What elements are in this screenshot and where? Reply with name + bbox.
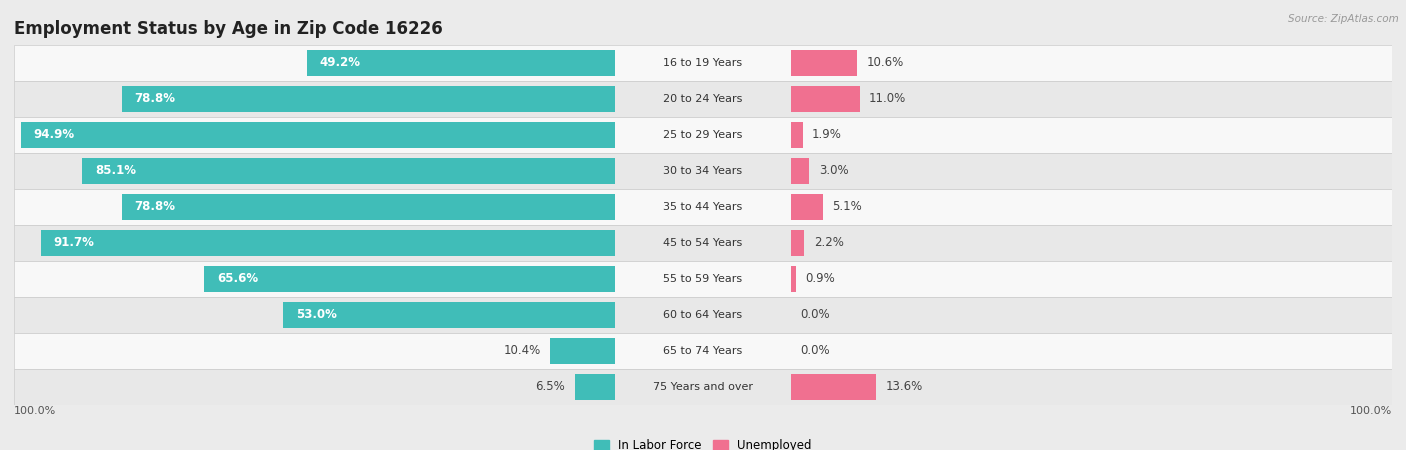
Legend: In Labor Force, Unemployed: In Labor Force, Unemployed: [589, 434, 817, 450]
Bar: [14, 117, 1392, 153]
Text: 85.1%: 85.1%: [94, 165, 136, 177]
Bar: [790, 266, 796, 292]
Bar: [122, 194, 616, 220]
Text: 16 to 19 Years: 16 to 19 Years: [664, 58, 742, 68]
Text: 78.8%: 78.8%: [135, 201, 176, 213]
Text: 0.0%: 0.0%: [800, 345, 830, 357]
Bar: [14, 81, 1392, 117]
Text: 10.6%: 10.6%: [866, 57, 904, 69]
Bar: [790, 86, 859, 112]
Bar: [790, 230, 804, 256]
Text: 78.8%: 78.8%: [135, 93, 176, 105]
Text: 0.9%: 0.9%: [806, 273, 835, 285]
Bar: [790, 158, 810, 184]
Bar: [790, 122, 803, 148]
Bar: [307, 50, 616, 76]
Text: 35 to 44 Years: 35 to 44 Years: [664, 202, 742, 212]
Bar: [122, 86, 616, 112]
Text: 45 to 54 Years: 45 to 54 Years: [664, 238, 742, 248]
Text: 10.4%: 10.4%: [503, 345, 541, 357]
Bar: [790, 194, 823, 220]
Text: 13.6%: 13.6%: [886, 381, 922, 393]
Text: 91.7%: 91.7%: [53, 237, 94, 249]
Text: 0.0%: 0.0%: [800, 309, 830, 321]
Text: 53.0%: 53.0%: [295, 309, 337, 321]
Text: 30 to 34 Years: 30 to 34 Years: [664, 166, 742, 176]
Text: 1.9%: 1.9%: [813, 129, 842, 141]
Text: 100.0%: 100.0%: [14, 406, 56, 416]
Text: 11.0%: 11.0%: [869, 93, 907, 105]
Bar: [790, 50, 858, 76]
Text: 60 to 64 Years: 60 to 64 Years: [664, 310, 742, 320]
Text: 3.0%: 3.0%: [818, 165, 848, 177]
Text: 65 to 74 Years: 65 to 74 Years: [664, 346, 742, 356]
Text: Employment Status by Age in Zip Code 16226: Employment Status by Age in Zip Code 162…: [14, 20, 443, 38]
Bar: [575, 374, 616, 400]
Text: 25 to 29 Years: 25 to 29 Years: [664, 130, 742, 140]
Text: 94.9%: 94.9%: [34, 129, 75, 141]
Bar: [14, 333, 1392, 369]
Text: 75 Years and over: 75 Years and over: [652, 382, 754, 392]
Bar: [550, 338, 616, 364]
Bar: [21, 122, 616, 148]
Bar: [790, 374, 876, 400]
Bar: [83, 158, 616, 184]
Bar: [14, 225, 1392, 261]
Bar: [14, 297, 1392, 333]
Bar: [41, 230, 616, 256]
Text: 5.1%: 5.1%: [832, 201, 862, 213]
Bar: [14, 369, 1392, 405]
Text: 100.0%: 100.0%: [1350, 406, 1392, 416]
Bar: [14, 261, 1392, 297]
Text: 20 to 24 Years: 20 to 24 Years: [664, 94, 742, 104]
Text: Source: ZipAtlas.com: Source: ZipAtlas.com: [1288, 14, 1399, 23]
Text: 65.6%: 65.6%: [217, 273, 259, 285]
Bar: [14, 189, 1392, 225]
Bar: [14, 153, 1392, 189]
Bar: [284, 302, 616, 328]
Bar: [204, 266, 616, 292]
Text: 49.2%: 49.2%: [319, 57, 361, 69]
Text: 55 to 59 Years: 55 to 59 Years: [664, 274, 742, 284]
Text: 6.5%: 6.5%: [536, 381, 565, 393]
Bar: [14, 45, 1392, 81]
Text: 2.2%: 2.2%: [814, 237, 844, 249]
